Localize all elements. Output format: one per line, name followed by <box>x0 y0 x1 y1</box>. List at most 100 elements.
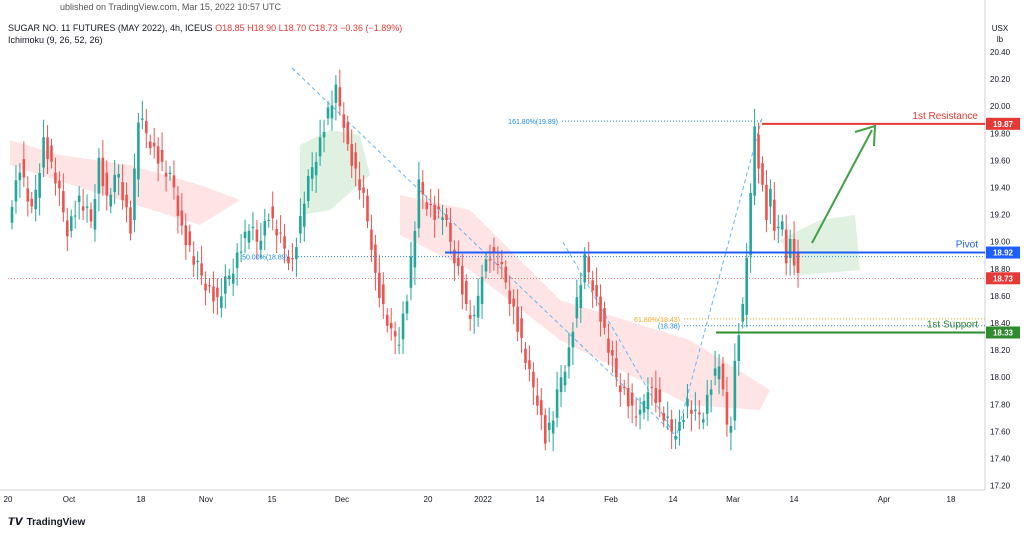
candle-body <box>694 409 697 412</box>
candle-body <box>575 297 579 319</box>
candle-body <box>180 210 184 226</box>
fib-1618-label: 161.80%(19.89) <box>508 119 558 126</box>
candle-body <box>310 167 314 179</box>
candle-body <box>547 422 551 431</box>
candle-body <box>571 331 575 348</box>
candle-body <box>224 276 227 294</box>
candle-body <box>512 298 515 307</box>
candle-body <box>567 347 571 367</box>
candle-body <box>654 388 658 403</box>
candle-body <box>650 386 654 389</box>
candle-body <box>366 195 369 222</box>
candle-body <box>212 286 215 302</box>
candle-body <box>101 157 105 187</box>
y-tick-label: 17.60 <box>990 427 1011 436</box>
candle-body <box>295 247 298 260</box>
x-tick-label: 14 <box>536 495 545 504</box>
candle-body <box>204 283 207 291</box>
candle-body <box>338 87 342 107</box>
candle-body <box>137 122 140 180</box>
candle-body <box>634 416 638 418</box>
candle-body <box>500 262 504 265</box>
candle-body <box>378 272 381 298</box>
candle-body <box>105 172 109 196</box>
candle-body <box>235 252 239 269</box>
tradingview-brand[interactable]: 𝙏𝙑 TradingView <box>8 517 85 528</box>
candle-body <box>184 225 188 245</box>
candle-body <box>192 256 195 265</box>
candle-body <box>587 256 590 273</box>
candle-body <box>267 220 271 222</box>
candle-body <box>342 114 346 128</box>
candle-body <box>532 371 535 388</box>
candle-body <box>26 188 30 202</box>
candle-body <box>449 222 452 242</box>
candle-body <box>322 131 326 138</box>
candle-body <box>350 144 353 166</box>
candle-body <box>745 257 748 315</box>
candle-body <box>725 392 729 425</box>
candle-body <box>464 280 468 305</box>
candle-body <box>358 179 361 191</box>
candle-body <box>583 253 587 283</box>
candle-body <box>231 273 235 284</box>
candle-body <box>97 157 101 194</box>
y-tick-label: 19.00 <box>990 238 1011 247</box>
tradingview-logo-icon: 𝙏𝙑 <box>8 517 23 528</box>
candle-body <box>291 257 294 260</box>
ichimoku-cloud <box>400 195 770 410</box>
candle-body <box>615 358 618 378</box>
currency-unit[interactable]: USX <box>991 24 1009 33</box>
ohlc-values: O18.85 H18.90 L18.70 C18.73 −0.36 (−1.89… <box>215 23 403 33</box>
candle-body <box>330 105 334 119</box>
x-tick-label: 14 <box>790 495 799 504</box>
candle-body <box>555 389 559 418</box>
candle-body <box>698 412 701 415</box>
candle-body <box>354 152 357 169</box>
candle-body <box>488 259 492 261</box>
candle-body <box>18 172 22 181</box>
x-tick-label: 15 <box>268 495 277 504</box>
y-tick-label: 18.60 <box>990 292 1011 301</box>
candle-body <box>30 198 34 207</box>
candle-body <box>753 126 756 196</box>
x-tick-label: 20 <box>4 495 13 504</box>
candle-body <box>607 338 610 353</box>
candle-body <box>370 229 373 250</box>
candle-body <box>713 368 717 376</box>
candle-body <box>125 194 128 208</box>
candle-body <box>117 173 120 178</box>
candle-body <box>121 182 124 201</box>
projection-arrow <box>811 129 873 244</box>
candle-body <box>160 150 164 162</box>
candle-body <box>413 230 417 268</box>
candle-body <box>259 240 263 250</box>
candle-body <box>385 314 389 326</box>
y-tick-label: 20.40 <box>990 48 1011 57</box>
candle-body <box>437 206 440 210</box>
candle-body <box>709 389 713 395</box>
candle-body <box>777 226 780 229</box>
candle-body <box>658 389 662 403</box>
candle-body <box>682 419 685 422</box>
candle-body <box>749 192 752 256</box>
candle-body <box>148 141 152 149</box>
fib-target-label: (18.38) <box>658 324 680 331</box>
candle-body <box>129 207 132 234</box>
candle-body <box>666 416 669 418</box>
candle-body <box>145 121 148 134</box>
y-tick-label: 17.40 <box>990 455 1011 464</box>
candle-body <box>780 221 784 230</box>
tradingview-label: TradingView <box>26 517 86 528</box>
candle-body <box>188 231 192 246</box>
candle-body <box>737 335 741 361</box>
candle-body <box>457 257 460 267</box>
candle-body <box>674 436 677 440</box>
y-tick-label: 20.20 <box>990 75 1011 84</box>
candle-body <box>484 259 488 272</box>
candle-body <box>168 172 172 174</box>
candle-body <box>303 203 306 227</box>
candle-body <box>346 122 350 145</box>
candle-body <box>73 215 77 217</box>
